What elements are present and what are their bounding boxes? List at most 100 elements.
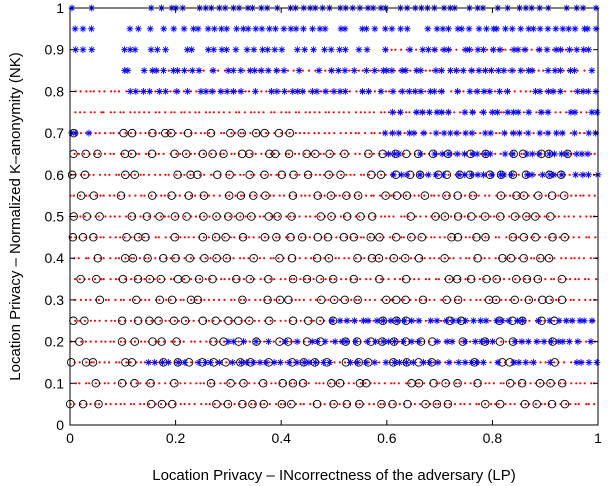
data-point-dot xyxy=(524,403,527,406)
data-point-circle xyxy=(547,399,557,409)
data-point-dot xyxy=(404,194,407,197)
data-point-dot xyxy=(199,132,203,135)
data-point-star xyxy=(382,359,390,366)
data-point-dot xyxy=(520,152,523,155)
data-point-dot xyxy=(327,111,330,114)
data-point-circle xyxy=(484,295,494,305)
data-point-dot xyxy=(390,298,393,301)
data-point-circle xyxy=(209,337,218,346)
data-point-dot xyxy=(199,278,202,281)
data-point-dot xyxy=(107,361,111,364)
data-point-circle xyxy=(533,274,543,284)
data-point-circle xyxy=(91,379,101,388)
data-point-dot xyxy=(273,319,276,322)
data-point-circle xyxy=(482,274,491,284)
data-point-star xyxy=(416,171,424,179)
data-point-dot xyxy=(259,278,262,281)
data-point-dot xyxy=(334,257,337,260)
data-point-dot xyxy=(103,152,107,155)
data-point-dot xyxy=(190,340,193,343)
data-point-circle xyxy=(156,274,166,284)
data-point-dot xyxy=(278,194,281,197)
data-point-dot xyxy=(402,298,405,301)
data-point-dot xyxy=(489,215,492,218)
data-point-dot xyxy=(385,298,388,301)
data-point-star xyxy=(278,46,286,54)
data-point-dot xyxy=(118,361,121,364)
data-point-dot xyxy=(460,340,463,343)
data-point-dot xyxy=(365,194,368,197)
data-point-dot xyxy=(99,194,102,197)
data-point-star xyxy=(381,25,389,33)
data-point-circle xyxy=(249,191,258,200)
data-point-dot xyxy=(520,298,523,301)
data-point-dot xyxy=(217,111,221,114)
data-point-circle xyxy=(420,191,430,200)
data-point-circle xyxy=(355,399,364,409)
data-point-dot xyxy=(289,340,292,343)
data-point-star xyxy=(413,67,421,74)
data-point-dot xyxy=(524,257,527,260)
data-point-dot xyxy=(361,69,364,72)
data-point-star xyxy=(405,88,413,95)
data-point-circle xyxy=(222,253,232,263)
data-point-dot xyxy=(79,111,82,114)
data-point-dot xyxy=(589,298,592,301)
data-point-circle xyxy=(414,253,424,263)
data-point-circle xyxy=(155,212,164,221)
data-point-circle xyxy=(89,191,99,200)
data-point-star xyxy=(529,25,537,33)
data-point-dot xyxy=(332,173,335,176)
data-point-circle xyxy=(519,253,528,263)
data-point-circle xyxy=(441,379,450,388)
data-point-circle xyxy=(224,212,233,221)
data-point-dot xyxy=(308,194,311,197)
data-point-dot xyxy=(274,382,277,385)
data-point-star xyxy=(334,67,342,74)
data-point-dot xyxy=(564,90,567,93)
data-point-dot xyxy=(297,152,301,155)
data-point-star xyxy=(438,108,446,116)
data-point-dot xyxy=(559,111,562,114)
data-point-dot xyxy=(405,111,408,114)
data-point-dot xyxy=(355,90,358,93)
data-point-dot xyxy=(550,278,553,281)
data-point-dot xyxy=(92,361,95,364)
data-point-dot xyxy=(214,340,217,343)
data-point-dot xyxy=(517,236,520,239)
data-point-dot xyxy=(122,152,125,155)
data-point-star xyxy=(379,317,387,325)
data-point-dot xyxy=(383,215,387,218)
data-point-dot xyxy=(569,403,572,406)
data-point-dot xyxy=(217,69,220,72)
data-point-dot xyxy=(124,257,127,260)
data-point-star xyxy=(309,25,316,33)
data-point-dot xyxy=(208,132,211,135)
data-point-dot xyxy=(522,111,526,114)
data-point-dot xyxy=(160,403,163,406)
data-point-star xyxy=(233,25,241,33)
data-point-dot xyxy=(500,194,503,197)
data-point-dot xyxy=(203,298,206,301)
data-point-dot xyxy=(129,403,132,406)
data-point-star xyxy=(579,171,587,179)
data-point-dot xyxy=(259,298,262,301)
data-point-dot xyxy=(309,173,312,176)
data-point-dot xyxy=(478,403,481,406)
data-point-dot xyxy=(185,152,188,155)
data-point-dot xyxy=(348,69,351,72)
data-point-star xyxy=(474,46,482,54)
data-point-circle xyxy=(130,379,139,388)
data-point-circle xyxy=(143,253,152,263)
data-point-circle xyxy=(76,274,85,284)
data-point-star xyxy=(341,67,349,74)
data-point-dot xyxy=(252,236,255,239)
data-point-dot xyxy=(252,257,255,260)
data-point-star xyxy=(371,25,379,33)
data-point-dot xyxy=(199,382,202,385)
data-point-dot xyxy=(353,173,356,176)
data-point-dot xyxy=(203,194,206,197)
data-point-star xyxy=(379,338,387,345)
data-point-dot xyxy=(523,132,526,135)
data-point-star xyxy=(544,88,552,95)
